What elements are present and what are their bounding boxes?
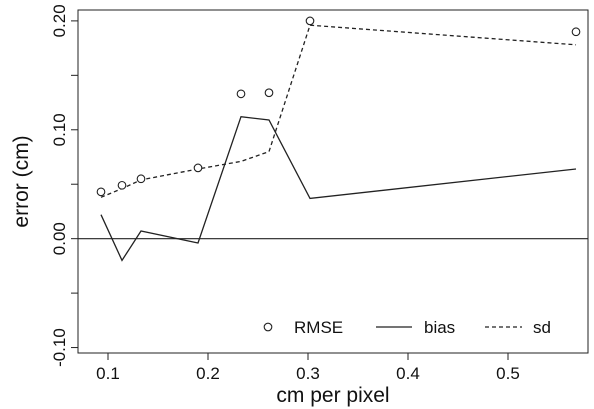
legend-sd-label: sd [533,318,551,337]
rmse-point [136,174,146,184]
rmse-point [193,163,203,173]
legend-bias-label: bias [424,318,455,337]
plot-frame [77,9,589,354]
y-tick-label: -0.10 [50,328,69,367]
legend: RMSE bias sd [263,318,551,337]
axes: 0.1 0.2 0.3 0.4 0.5 -0.10 0.00 0.10 0.20 [50,4,520,383]
x-tick-label: 0.2 [196,364,220,383]
rmse-point [571,27,581,37]
rmse-point [305,16,315,26]
legend-rmse-marker [263,322,273,332]
series-lines [78,24,588,262]
y-tick-label: 0.00 [50,222,69,255]
series-points [96,16,581,197]
rmse-point [96,187,106,197]
rmse-point [117,180,127,190]
bias-line [100,115,577,262]
y-tick-label: 0.20 [50,4,69,37]
x-tick-label: 0.4 [396,364,420,383]
rmse-point [264,88,274,98]
x-tick-label: 0.3 [296,364,320,383]
x-tick-label: 0.1 [96,364,120,383]
x-tick-label: 0.5 [496,364,520,383]
rmse-point [236,89,246,99]
y-tick-label: 0.10 [50,113,69,146]
y-axis-label: error (cm) [10,135,33,227]
legend-rmse-label: RMSE [294,318,343,337]
x-axis-label: cm per pixel [276,384,389,407]
